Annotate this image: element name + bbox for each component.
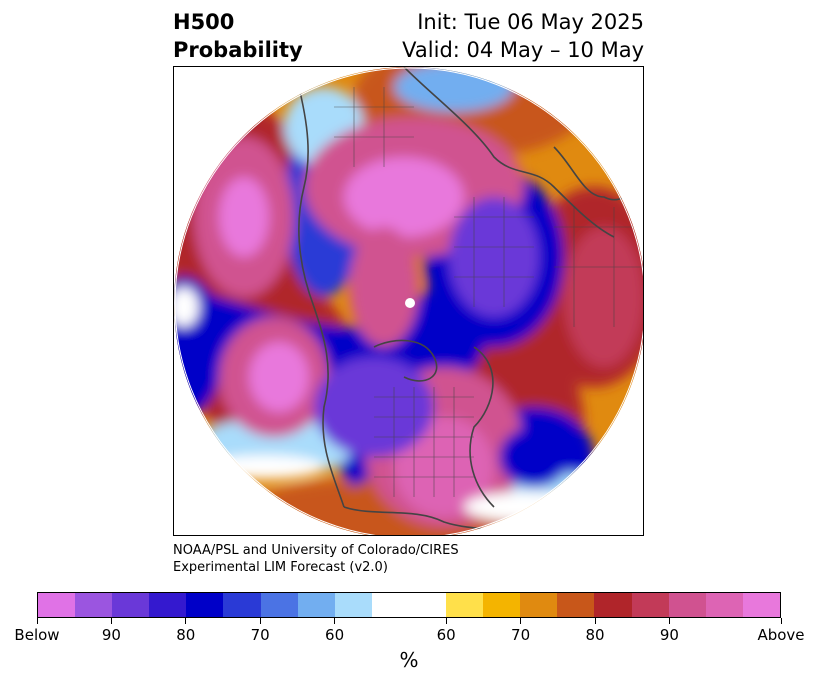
globe-edge	[174, 67, 643, 535]
colorbar-segment	[223, 593, 261, 617]
colorbar-segment	[38, 593, 76, 617]
colorbar-segment	[149, 593, 187, 617]
colorbar-tick-label: 90	[101, 626, 121, 644]
colorbar-tick	[520, 618, 522, 624]
colorbar-tick-label: Above	[757, 626, 805, 644]
colorbar-tick-label: 80	[176, 626, 196, 644]
colorbar-tick-label: 80	[585, 626, 605, 644]
colorbar-tick	[668, 618, 670, 624]
north-pole-marker	[405, 298, 415, 308]
credit-text: NOAA/PSL and University of Colorado/CIRE…	[173, 542, 459, 576]
colorbar-segment	[334, 593, 372, 617]
colorbar-tick	[780, 618, 782, 624]
colorbar-tick-label: 70	[511, 626, 531, 644]
valid-range: Valid: 04 May – 10 May	[402, 38, 644, 62]
colorbar-unit-label: %	[399, 648, 419, 672]
colorbar-tick-label: 60	[325, 626, 345, 644]
colorbar-segment	[371, 593, 447, 617]
forecast-field	[174, 67, 643, 535]
colorbar-tick-label: 90	[659, 626, 679, 644]
init-date: Init: Tue 06 May 2025	[417, 10, 644, 34]
probability-map	[173, 66, 644, 536]
colorbar-tick	[445, 618, 447, 624]
colorbar-segment	[557, 593, 595, 617]
colorbar-segment	[483, 593, 521, 617]
title-product: Probability	[173, 38, 303, 62]
title-right: Init: Tue 06 May 2025 Valid: 04 May – 10…	[402, 8, 644, 64]
colorbar-segment	[594, 593, 632, 617]
colorbar-segment	[297, 593, 335, 617]
colorbar	[37, 592, 781, 618]
title-left: H500 Probability	[173, 8, 303, 64]
colorbar-tick	[594, 618, 596, 624]
colorbar-tick	[110, 618, 112, 624]
title-variable: H500	[173, 10, 235, 34]
colorbar-segment	[705, 593, 743, 617]
colorbar-segment	[186, 593, 224, 617]
colorbar-tick	[259, 618, 261, 624]
credit-line-2: Experimental LIM Forecast (v2.0)	[173, 560, 388, 575]
colorbar-tick	[185, 618, 187, 624]
colorbar-tick-label: 70	[250, 626, 270, 644]
colorbar-segment	[668, 593, 706, 617]
colorbar-segment	[520, 593, 558, 617]
borders	[334, 87, 643, 497]
colorbar-segment	[75, 593, 113, 617]
colorbar-segment	[742, 593, 780, 617]
colorbar-segment	[260, 593, 298, 617]
colorbar-tick	[36, 618, 38, 624]
colorbar-tick-label: 60	[436, 626, 456, 644]
colorbar-segment	[446, 593, 484, 617]
colorbar-tick-label: Below	[14, 626, 60, 644]
colorbar-tick	[334, 618, 336, 624]
colorbar-segment	[631, 593, 669, 617]
colorbar-segment	[112, 593, 150, 617]
credit-line-1: NOAA/PSL and University of Colorado/CIRE…	[173, 543, 459, 558]
map-canvas	[174, 67, 643, 535]
